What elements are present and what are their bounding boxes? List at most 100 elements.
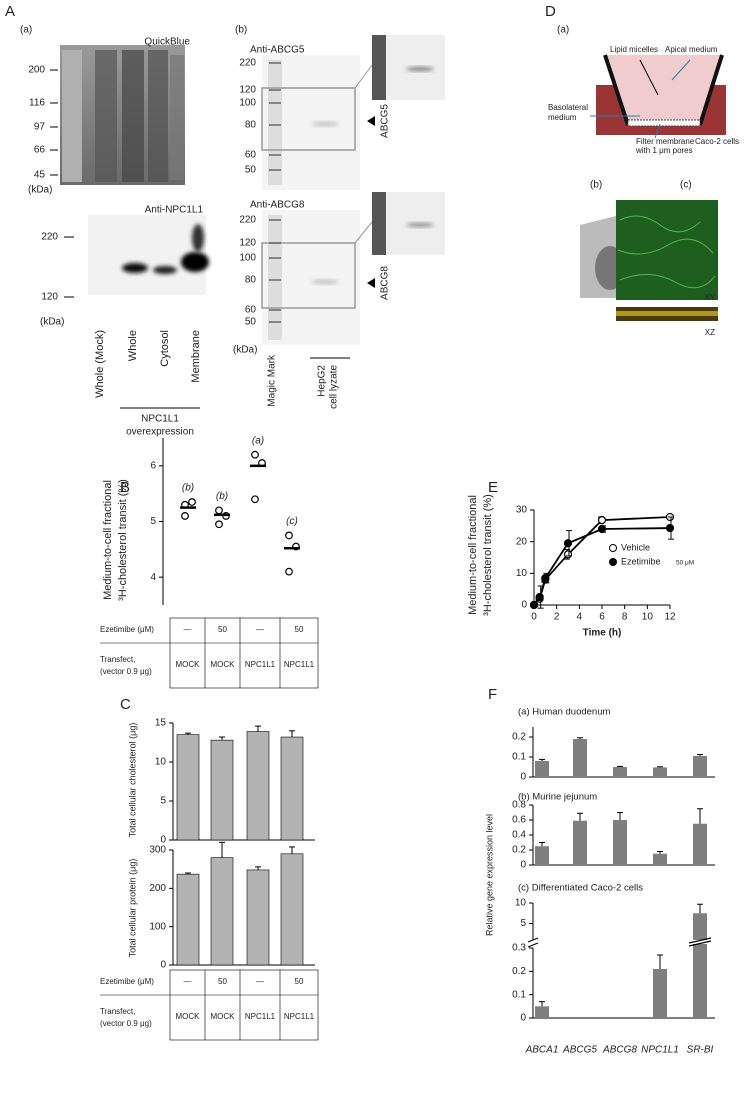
y-tick-label: 0.1 [512, 752, 526, 763]
bar [653, 969, 667, 1018]
panel-label: C [120, 696, 131, 713]
bar [535, 761, 549, 777]
blot-title: Anti-ABCG8 [250, 200, 305, 211]
y-tick-label: 0.2 [512, 732, 526, 743]
y-tick-label: 0.6 [512, 815, 526, 826]
table-row-label: (vector 0.9 μg) [100, 1019, 152, 1028]
y-tick-label: 15 [155, 718, 167, 729]
group-letter: (b) [182, 483, 194, 494]
data-point [529, 600, 539, 610]
x-axis-label: Time (h) [583, 628, 622, 639]
y-axis-label: Medium-to-cell fractional [102, 480, 114, 600]
view-label: XY [704, 293, 715, 302]
legend-marker [609, 544, 617, 552]
table-row-label: Transfect, [100, 655, 135, 664]
sub-label: (b) [590, 180, 602, 191]
x-tick-label: ABCA1 [525, 1045, 559, 1056]
chart-title: (a) Human duodenum [518, 707, 610, 718]
sub-label: (c) [680, 180, 692, 191]
callout: Lipid micelles [610, 45, 658, 54]
marker-label: 66 [34, 145, 46, 156]
data-point [535, 592, 544, 602]
data-point [563, 550, 573, 559]
sub-label: (a) [20, 25, 32, 36]
table-cell: 50 [218, 625, 227, 634]
marker-label: 80 [245, 275, 257, 286]
bar [693, 756, 707, 777]
unit-label: (kDa) [28, 185, 52, 196]
y-axis-label: Medium-to-cell fractional [467, 495, 479, 615]
marker-label: 120 [41, 292, 58, 303]
marker-label: 80 [245, 120, 257, 131]
legend-label: Ezetimibe [621, 556, 661, 566]
bar [613, 820, 627, 865]
table-cell: MOCK [176, 1012, 201, 1021]
western-blot-npc1l1 [88, 215, 209, 295]
unit-label: (kDa) [40, 317, 64, 328]
panel-label: B [120, 479, 130, 496]
x-tick-label: 0 [531, 612, 537, 623]
y-tick-label: 0 [520, 1013, 526, 1024]
lane-label: Membrane [190, 330, 202, 383]
table-row-label: Ezetimibe (μM) [100, 625, 154, 634]
bar-upper [693, 913, 707, 940]
group-letter: (c) [286, 516, 298, 527]
axis-break [527, 937, 539, 948]
bar-lower [693, 944, 707, 1018]
bar [176, 734, 200, 841]
lane-label: Magic Mark [267, 354, 278, 407]
y-tick-label: 10 [515, 898, 527, 909]
table-cell: MOCK [211, 660, 236, 669]
marker-label: 220 [239, 215, 256, 226]
lane-label: Cytosol [159, 330, 171, 367]
legend-note: 50 μM [676, 560, 694, 567]
y-axis-label: ³H-cholesterol transit (%) [117, 479, 129, 601]
table-cell: MOCK [211, 1012, 236, 1021]
marker-label: 200 [28, 65, 45, 76]
bar-break [688, 937, 712, 947]
data-point [563, 539, 573, 548]
bar [176, 873, 200, 966]
y-tick-label: 0.4 [512, 830, 526, 841]
marker-label: 100 [239, 98, 256, 109]
bar [653, 767, 667, 777]
y-tick-label: 0.8 [512, 800, 526, 811]
y-tick-label: 20 [516, 536, 528, 547]
series-line [533, 527, 671, 606]
marker-label: 45 [34, 170, 46, 181]
y-tick-label: 5 [160, 796, 166, 807]
y-tick-label: 10 [516, 568, 528, 579]
callout: Basolateral [548, 103, 588, 112]
marker-label: 220 [239, 58, 256, 69]
y-tick-label: 0 [521, 600, 527, 611]
data-point [597, 524, 607, 534]
marker-label: 60 [245, 305, 257, 316]
bar [280, 853, 304, 966]
group-letter: (a) [252, 435, 264, 446]
panel-label: D [545, 3, 556, 20]
callout: Apical medium [665, 45, 718, 54]
stain-label: QuickBlue [144, 37, 190, 48]
bar [535, 1006, 549, 1018]
table-cell: 50 [295, 625, 304, 634]
panel-label: F [488, 686, 497, 703]
marker-label: 120 [239, 238, 256, 249]
bar [573, 739, 587, 777]
data-point [215, 506, 223, 515]
x-tick-label: ABCG8 [602, 1045, 637, 1056]
abcg-blots [261, 35, 445, 359]
y-tick-label: 300 [149, 845, 166, 856]
x-tick-label: 4 [577, 612, 583, 623]
y-tick-label: 0 [160, 835, 166, 846]
data-point [541, 573, 550, 583]
bar [246, 731, 270, 841]
bar [613, 767, 627, 777]
data-point [251, 495, 259, 504]
bar [210, 857, 234, 966]
y-tick-label: 5 [150, 516, 156, 527]
marker-label: 50 [245, 317, 257, 328]
bar [535, 846, 549, 865]
data-point [285, 567, 293, 576]
y-tick-label: 0.3 [512, 943, 526, 954]
x-tick-label: SR-BI [687, 1045, 714, 1056]
